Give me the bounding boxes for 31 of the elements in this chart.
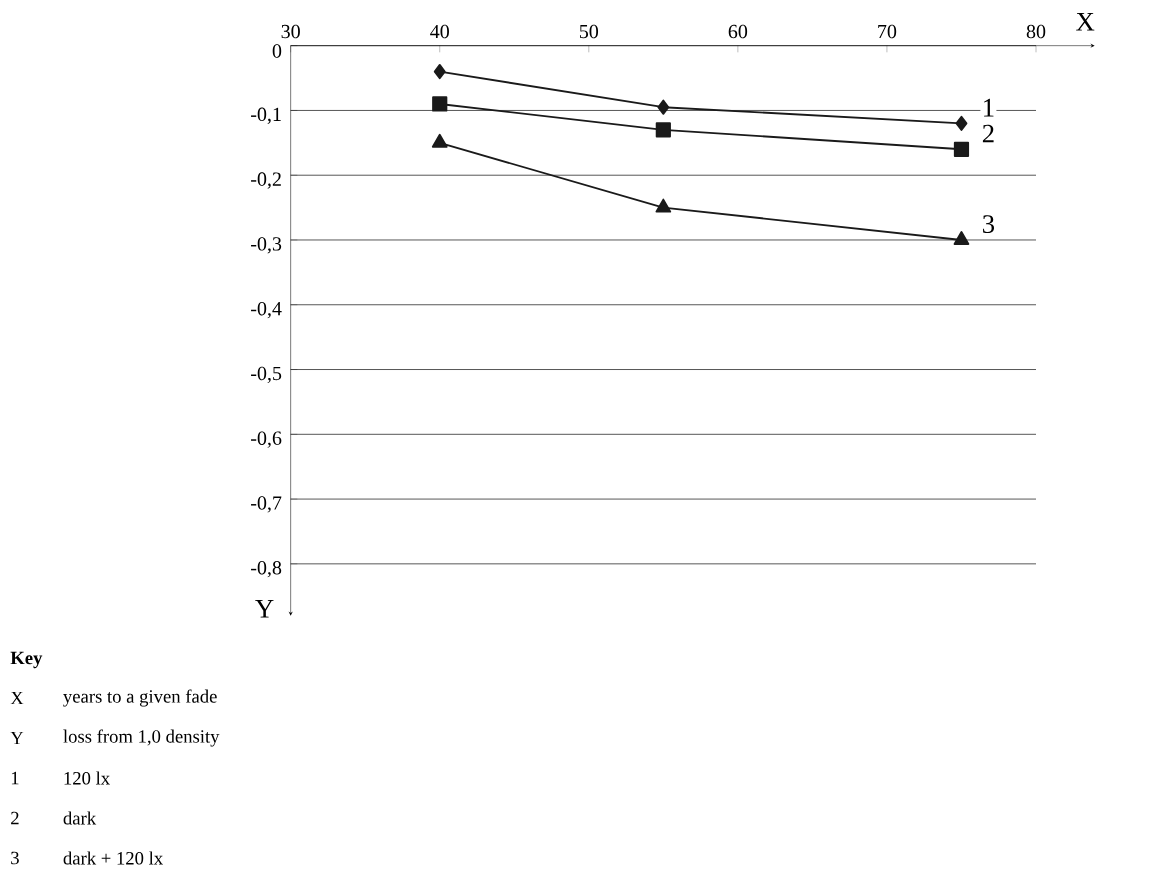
x-tick-label: 80 — [1026, 24, 1046, 39]
x-tick-label: 30 — [281, 24, 300, 39]
x-tick-label: 70 — [878, 24, 897, 39]
x-tick-label: 50 — [579, 24, 599, 39]
series-label: 2 — [982, 124, 994, 143]
y-tick-label: -0,2 — [251, 172, 281, 189]
y-tick-label: 0 — [272, 44, 282, 58]
text: loss from 1,0 density — [63, 729, 220, 747]
text: Key — [10, 651, 43, 669]
y-tick-label: -0,7 — [251, 496, 282, 513]
y-tick-label: -0,8 — [251, 560, 282, 578]
series-label: 1 — [984, 98, 994, 117]
y-tick-label: -0,5 — [251, 366, 282, 384]
y-axis-title: Y — [255, 600, 274, 618]
y-tick-label: -0,4 — [251, 301, 282, 319]
x-tick-label: 60 — [728, 24, 748, 39]
y-tick-label: -0,6 — [251, 431, 282, 448]
text: years to a given fade — [63, 689, 217, 707]
x-tick-label: 40 — [430, 24, 449, 39]
text: dark + 120 lx — [63, 851, 163, 865]
text: Y — [10, 731, 24, 745]
series-label: 3 — [983, 215, 995, 234]
text: 2 — [11, 811, 19, 825]
text: 120 lx — [64, 771, 110, 785]
text: dark — [63, 811, 97, 825]
y-tick-label: -0,3 — [251, 237, 282, 254]
x-axis-title: X — [1076, 12, 1095, 31]
text: X — [10, 691, 24, 705]
text: 3 — [11, 851, 19, 865]
text: 1 — [11, 771, 19, 785]
y-tick-label: -0,1 — [251, 107, 281, 124]
